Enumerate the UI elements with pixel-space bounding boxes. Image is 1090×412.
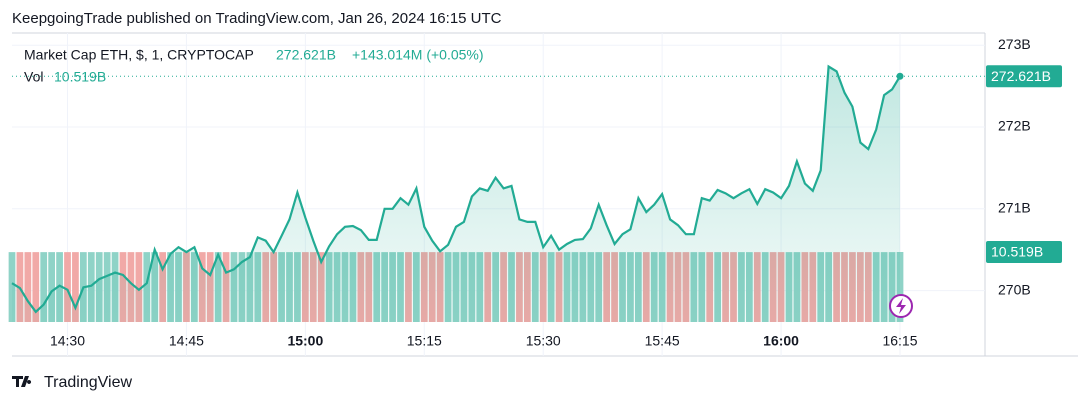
volume-bar <box>48 252 56 322</box>
volume-bar <box>64 252 71 322</box>
legend-vol-last: 10.519B <box>54 69 106 85</box>
x-tick-label: 14:30 <box>50 333 85 349</box>
volume-bar <box>72 252 79 322</box>
x-tick-label: 15:30 <box>526 333 561 349</box>
x-tick-label: 15:00 <box>287 333 323 349</box>
volume-bar <box>24 252 32 322</box>
y-tick-label: 270B <box>998 281 1031 297</box>
volume-bar <box>40 252 48 322</box>
legend-symbol: Market Cap ETH, $, 1, CRYPTOCAP <box>24 47 254 63</box>
last-price-box <box>986 65 1062 88</box>
footer-brand: TradingView <box>44 374 132 391</box>
volume-bar <box>32 252 40 322</box>
legend-change: +143.014M (+0.05%) <box>352 47 484 63</box>
price-line <box>11 64 901 314</box>
plot: 270B 271B 272B 273B 14:30 14:45 15:00 15:15 15:3… <box>8 33 1062 356</box>
last-volume-label: 10.519B <box>991 244 1043 260</box>
x-tick-label: 16:00 <box>763 333 799 349</box>
legend-vol: Vol <box>24 69 43 85</box>
x-tick-label: 14:45 <box>169 333 204 349</box>
last-volume-box <box>986 241 1062 263</box>
legend-last: 272.621B <box>276 47 336 63</box>
x-tick-label: 15:45 <box>645 333 680 349</box>
last-price-label: 272.621B <box>991 68 1051 84</box>
publish-header: KeepgoingTrade published on TradingView.… <box>12 10 502 27</box>
alert-icon[interactable] <box>889 294 913 318</box>
y-tick-label: 272B <box>998 118 1031 134</box>
x-tick-label: 16:15 <box>882 333 917 349</box>
tradingview-logo <box>12 376 32 387</box>
area-fill <box>12 66 900 322</box>
x-tick-label: 15:15 <box>407 333 442 349</box>
y-tick-label: 271B <box>998 200 1031 216</box>
y-tick-label: 273B <box>998 36 1031 52</box>
last-point <box>896 72 904 80</box>
volume-bar <box>135 252 143 322</box>
